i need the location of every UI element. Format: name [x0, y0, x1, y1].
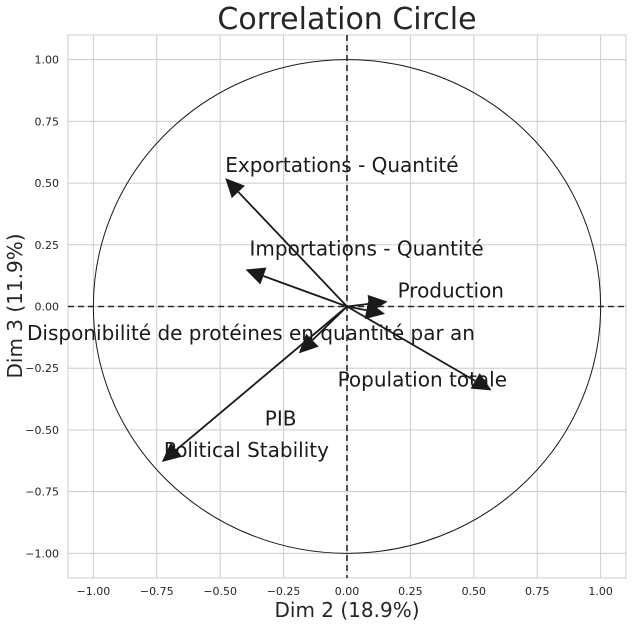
variable-arrow-line — [263, 275, 348, 308]
y-tick-label: 0.00 — [35, 301, 60, 314]
variable-arrow-head — [245, 267, 267, 285]
y-tick-label: −0.75 — [25, 486, 59, 499]
variable-arrow-line — [346, 305, 367, 312]
y-tick-label: −0.50 — [25, 424, 59, 437]
x-axis-label: Dim 2 (18.9%) — [274, 598, 419, 622]
variable-arrow-line — [237, 191, 348, 308]
tick-labels: −1.00 −0.75 −0.50 −0.25 0.00 0.25 0.50 0.75 1.00… — [25, 54, 613, 598]
x-tick-label: 0.00 — [335, 585, 360, 598]
x-tick-label: 0.75 — [525, 585, 550, 598]
x-tick-label: −1.00 — [77, 585, 111, 598]
variable-arrow-head — [470, 373, 492, 391]
y-tick-label: −0.25 — [25, 362, 59, 375]
x-tick-label: 0.50 — [462, 585, 487, 598]
y-axis-label: Dim 3 (11.9%) — [3, 233, 27, 378]
variable-arrow-line — [346, 305, 476, 382]
variable-labels: Exportations - Quantité Importations - Qu… — [27, 153, 507, 462]
variable-arrows — [161, 178, 492, 462]
variable-arrow-head — [298, 333, 319, 354]
y-tick-label: 1.00 — [35, 54, 60, 67]
variable-label: Importations - Quantité — [250, 236, 484, 260]
y-tick-label: −1.00 — [25, 547, 59, 560]
y-tick-label: 0.75 — [35, 115, 60, 128]
x-tick-label: 1.00 — [588, 585, 613, 598]
chart-title: Correlation Circle — [217, 2, 476, 37]
variable-arrow-head — [225, 178, 245, 199]
variable-label: Political Stability — [164, 438, 329, 462]
variable-label: Exportations - Quantité — [225, 153, 458, 177]
variable-arrow-line — [175, 305, 348, 451]
y-tick-label: 0.25 — [35, 239, 60, 252]
x-tick-label: −0.25 — [267, 585, 301, 598]
variable-label: Population totale — [338, 367, 507, 391]
x-tick-label: −0.50 — [203, 585, 237, 598]
x-tick-label: −0.75 — [140, 585, 174, 598]
variable-label: Production — [398, 279, 504, 303]
variable-arrow-head — [364, 301, 386, 320]
variable-arrow-head — [161, 442, 183, 462]
variable-label: Disponibilité de protéines en quantité p… — [27, 321, 475, 345]
variable-label: PIB — [265, 406, 297, 430]
y-tick-label: 0.50 — [35, 177, 60, 190]
variable-arrow-line — [346, 302, 369, 308]
x-tick-label: 0.25 — [398, 585, 423, 598]
